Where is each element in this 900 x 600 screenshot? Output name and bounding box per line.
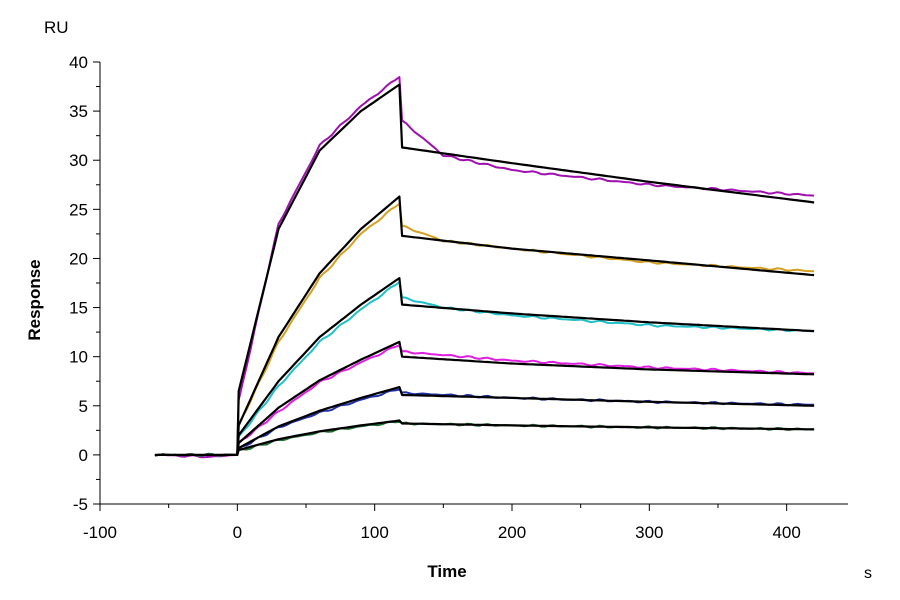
x-tick-label: 300 bbox=[635, 523, 663, 542]
x-tick-label: -100 bbox=[83, 523, 117, 542]
fit-curve-6 bbox=[236, 83, 815, 455]
y-unit-label: RU bbox=[44, 18, 69, 37]
y-tick-label: 0 bbox=[79, 446, 88, 465]
axes: -5 0 5 10 15 20 25 30 35 40 -100 0 100 200 300 400 bbox=[69, 53, 848, 542]
fit-curve-9 bbox=[236, 340, 815, 456]
fit-curve-8 bbox=[236, 277, 815, 455]
x-tick-label: 0 bbox=[233, 523, 242, 542]
x-tick-label: 200 bbox=[498, 523, 526, 542]
y-tick-label: 30 bbox=[69, 151, 88, 170]
y-tick-label: 35 bbox=[69, 102, 88, 121]
measured-curve-2 bbox=[154, 281, 815, 457]
fit-curve-11 bbox=[154, 419, 815, 456]
x-unit-label: s bbox=[864, 565, 872, 582]
fit-curve-7 bbox=[236, 195, 815, 455]
y-tick-label: 40 bbox=[69, 53, 88, 72]
fit-curve-10 bbox=[236, 386, 815, 456]
series-layer bbox=[154, 76, 815, 459]
y-tick-label: 25 bbox=[69, 200, 88, 219]
x-tick-label: 100 bbox=[360, 523, 388, 542]
y-tick-label: -5 bbox=[73, 495, 88, 514]
y-tick-label: 15 bbox=[69, 299, 88, 318]
x-tick-label: 400 bbox=[772, 523, 800, 542]
y-tick-label: 10 bbox=[69, 348, 88, 367]
y-tick-label: 20 bbox=[69, 249, 88, 268]
y-axis-title: Response bbox=[25, 259, 44, 340]
x-axis-title: Time bbox=[427, 562, 466, 581]
y-tick-label: 5 bbox=[79, 397, 88, 416]
